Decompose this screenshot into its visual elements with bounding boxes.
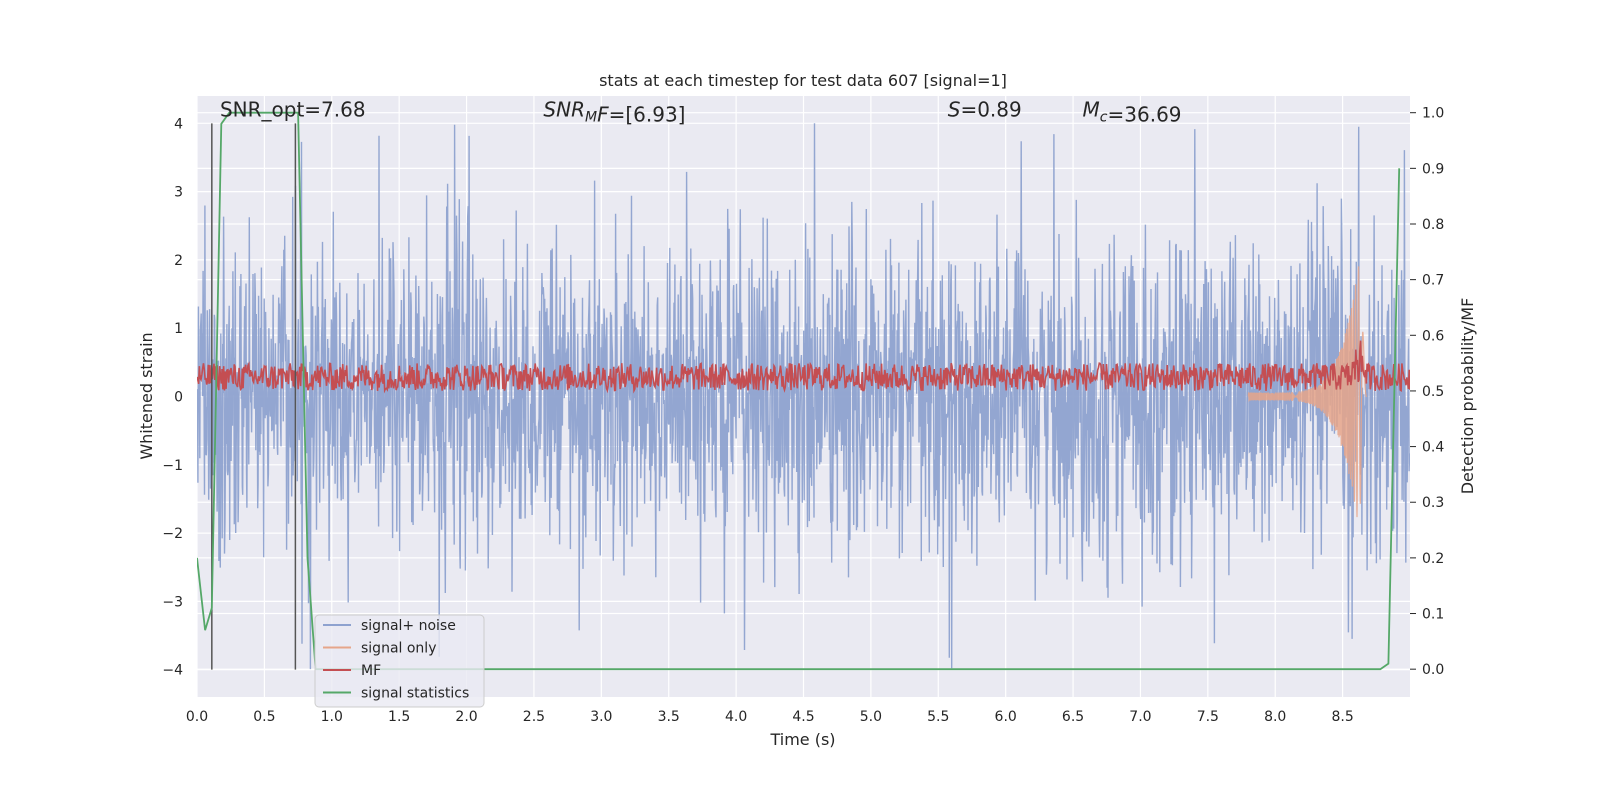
series-signal-statistics: [197, 111, 1401, 671]
signal-noise-line: [197, 123, 1410, 670]
x-axis-ticks: 0.0 0.5 1.0 1.5 2.0 2.5 3.0 3.5 4.0 4.5 5.0 5.5 6.0 6…: [186, 709, 1354, 725]
x-tick-label: 7.5: [1197, 709, 1219, 725]
annotation-snr-opt: SNR_opt=7.68: [220, 97, 366, 121]
x-tick-label: 5.0: [860, 709, 882, 725]
x-tick-label: 7.0: [1129, 709, 1151, 725]
x-tick-label: 1.5: [388, 709, 410, 725]
annotation-overlap: S=0.89: [948, 97, 1022, 121]
series-mf: [197, 340, 1410, 394]
y-axis-right-ticks: 0.0 0.1 0.2 0.3 0.4 0.5 0.6 0.7 0.8 0.9 1.0: [1410, 106, 1444, 678]
y-right-tick-label: 0.8: [1422, 217, 1444, 233]
x-tick-label: 8.0: [1264, 709, 1286, 725]
x-tick-label: 0.5: [253, 709, 275, 725]
y-left-tick-label: 2: [174, 253, 183, 269]
y-left-tick-label: −4: [162, 663, 183, 679]
y-left-tick-label: 4: [174, 116, 183, 132]
legend-box: [314, 614, 485, 708]
x-tick-label: 5.5: [927, 709, 949, 725]
annotations: SNR_opt=7.68 SNRMF=[6.93] S=0.89 Mc=36.69: [220, 97, 1182, 126]
series-signal-only: [1247, 266, 1367, 518]
x-tick-label: 0.0: [186, 709, 208, 725]
y-right-tick-label: 1.0: [1422, 106, 1444, 122]
x-tick-label: 3.5: [658, 709, 680, 725]
x-tick-label: 6.5: [1062, 709, 1084, 725]
y-right-tick-label: 0.1: [1422, 607, 1444, 623]
y-left-tick-label: 3: [174, 185, 183, 201]
series-signal-noise: [197, 123, 1410, 670]
y-right-tick-label: 0.9: [1422, 161, 1444, 177]
x-axis-label: Time (s): [769, 730, 835, 749]
legend-label: signal only: [361, 641, 436, 657]
x-tick-label: 1.0: [321, 709, 343, 725]
annotation-snr-mf: SNRMF=[6.93]: [543, 97, 685, 126]
y-axis-right-label: Detection probability/MF: [1458, 298, 1477, 495]
y-left-tick-label: −1: [162, 458, 183, 474]
y-right-tick-label: 0.4: [1422, 440, 1444, 456]
x-tick-label: 2.0: [455, 709, 477, 725]
x-tick-label: 6.0: [995, 709, 1017, 725]
y-right-tick-label: 0.5: [1422, 384, 1444, 400]
x-tick-label: 4.5: [792, 709, 814, 725]
x-tick-label: 3.0: [590, 709, 612, 725]
y-right-tick-label: 0.2: [1422, 551, 1444, 567]
mf-line: [197, 340, 1410, 394]
legend-label: signal statistics: [361, 686, 469, 702]
x-tick-label: 8.5: [1331, 709, 1353, 725]
signal-only-line: [1247, 266, 1367, 518]
y-right-tick-label: 0.3: [1422, 495, 1444, 511]
legend-label: signal+ noise: [361, 618, 456, 634]
y-right-tick-label: 0.7: [1422, 273, 1444, 289]
y-left-tick-label: 0: [174, 390, 183, 406]
y-axis-left-ticks: −4 −3 −2 −1 0 1 2 3 4: [162, 116, 183, 678]
y-left-tick-label: 1: [174, 321, 183, 337]
signal-statistics-line: [197, 111, 1401, 671]
y-axis-left-label: Whitened strain: [137, 332, 156, 459]
x-tick-label: 4.0: [725, 709, 747, 725]
y-left-tick-label: −2: [162, 526, 183, 542]
y-right-tick-label: 0.6: [1422, 328, 1444, 344]
chart-title: stats at each timestep for test data 607…: [599, 71, 1007, 90]
legend-label: MF: [361, 663, 381, 679]
x-tick-label: 2.5: [523, 709, 545, 725]
legend: signal+ noise signal only MF signal statist…: [314, 614, 485, 708]
y-right-tick-label: 0.0: [1422, 662, 1444, 678]
y-left-tick-label: −3: [162, 594, 183, 610]
annotation-chirp-mass: Mc=36.69: [1083, 97, 1182, 126]
